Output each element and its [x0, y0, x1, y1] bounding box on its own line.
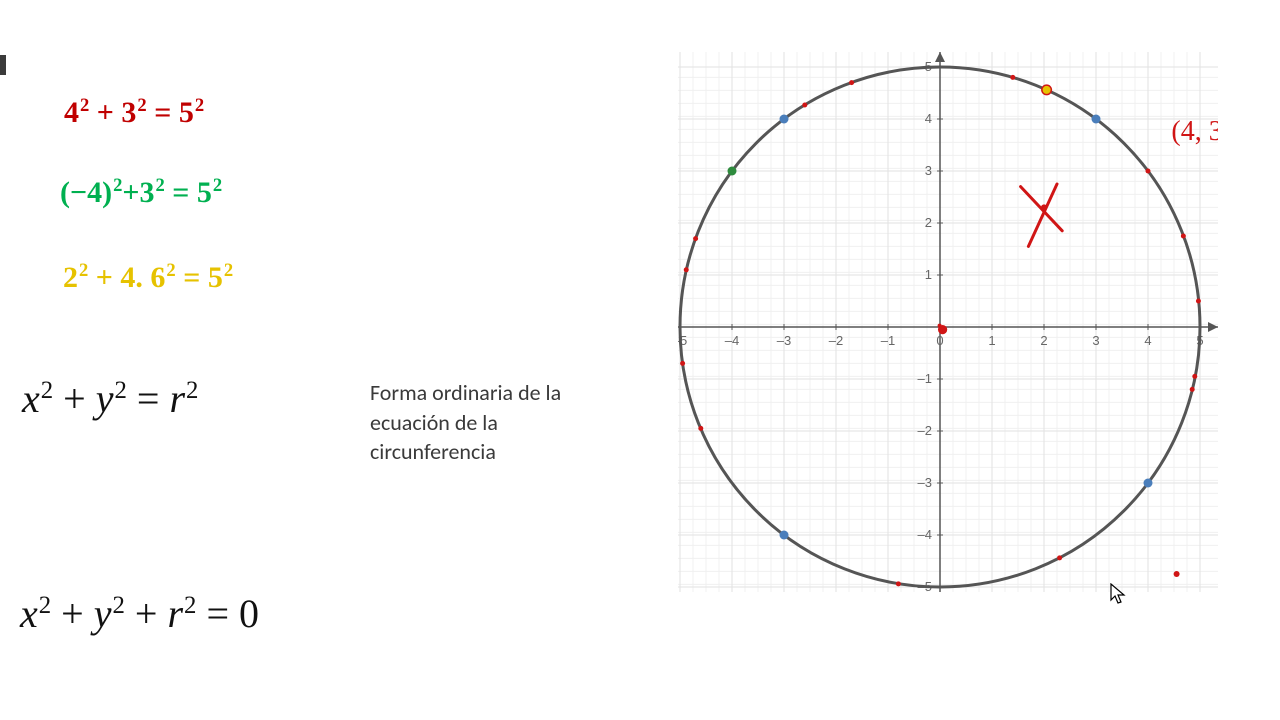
- svg-text:4: 4: [925, 111, 932, 126]
- svg-text:(4, 3): (4, 3): [1171, 116, 1218, 147]
- svg-text:1: 1: [988, 333, 995, 348]
- explanation-text: Forma ordinaria de la ecuación de la cir…: [370, 378, 610, 467]
- svg-text:–1: –1: [881, 333, 895, 348]
- svg-text:–2: –2: [918, 423, 932, 438]
- svg-text:4: 4: [1144, 333, 1151, 348]
- equation-3: 22 + 4. 62 = 52: [63, 260, 233, 295]
- equation-1: 42 + 32 = 52: [64, 95, 204, 130]
- equation-general-1: x2 + y2 = r2: [22, 375, 198, 422]
- svg-text:3: 3: [925, 163, 932, 178]
- svg-text:2: 2: [925, 215, 932, 230]
- svg-text:–4: –4: [918, 527, 932, 542]
- page: 42 + 32 = 52 (−4)2+32 = 52 22 + 4. 62 = …: [0, 0, 1280, 720]
- equation-2: (−4)2+32 = 52: [60, 175, 222, 210]
- svg-text:3: 3: [1092, 333, 1099, 348]
- graph-svg: –5–4–3–2–1012345–5–4–3–2–112345(4, 3): [678, 52, 1218, 592]
- svg-text:0: 0: [936, 333, 943, 348]
- svg-text:–3: –3: [777, 333, 791, 348]
- svg-text:–4: –4: [725, 333, 739, 348]
- svg-text:–1: –1: [918, 371, 932, 386]
- svg-text:–3: –3: [918, 475, 932, 490]
- equation-general-2: x2 + y2 + r2 = 0: [20, 590, 259, 637]
- selection-bar: [0, 55, 6, 75]
- svg-text:2: 2: [1040, 333, 1047, 348]
- svg-text:1: 1: [925, 267, 932, 282]
- circle-graph: –5–4–3–2–1012345–5–4–3–2–112345(4, 3): [678, 52, 1218, 592]
- svg-text:–2: –2: [829, 333, 843, 348]
